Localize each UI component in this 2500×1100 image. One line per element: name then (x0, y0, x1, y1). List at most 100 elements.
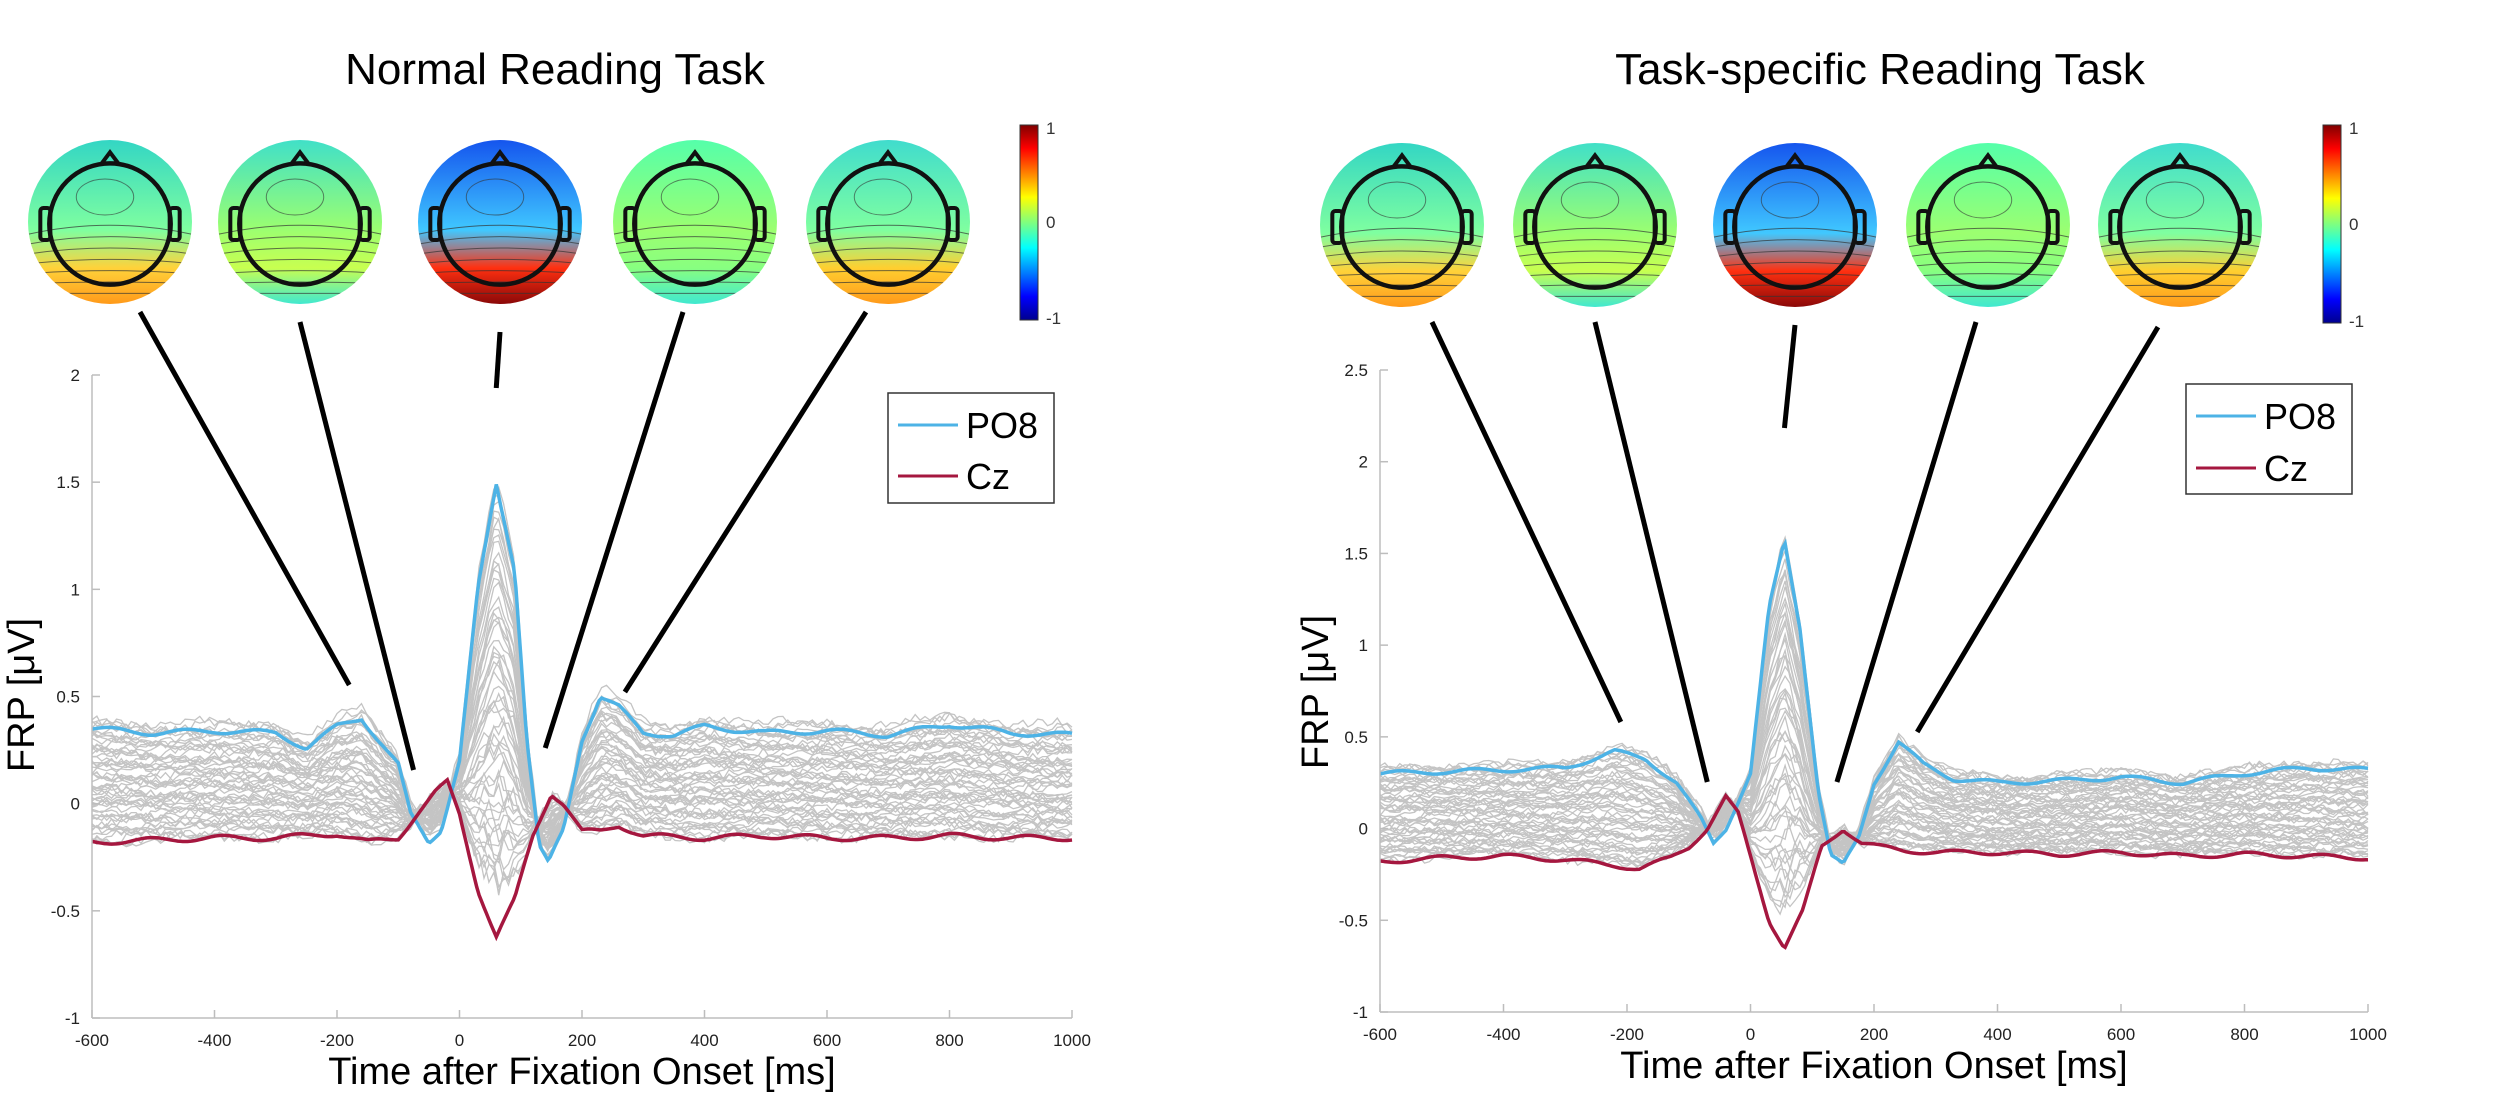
x-tick-label: -600 (75, 1031, 109, 1050)
colorbar-tick-top: 1 (2349, 119, 2358, 138)
left-ear-icon (1916, 209, 1931, 245)
nose-icon (99, 148, 121, 166)
channel-trace (1379, 802, 2369, 851)
channel-trace (1379, 794, 2369, 843)
channel-trace (91, 789, 1073, 826)
x-tick-label: 600 (813, 1031, 841, 1050)
pointer-line (1834, 321, 1979, 783)
topomap-pre-fixation (28, 140, 192, 304)
nose-icon (1584, 151, 1606, 169)
x-tick-label: 1000 (2349, 1025, 2387, 1044)
axes: -600 -400 -200 0 200 400 600 800 1000 -1 -0.5 0 0.5… (51, 366, 1091, 1050)
y-tick-label: 0.5 (56, 688, 80, 707)
pointer-line (1429, 320, 1624, 724)
y-tick-label: 1.5 (56, 473, 80, 492)
channel-trace (91, 788, 1073, 843)
nose-icon (1977, 151, 1999, 169)
left-ear-icon (38, 206, 53, 242)
right-ear-icon (2045, 209, 2060, 245)
channel-trace (1379, 797, 2369, 868)
channel-trace (1379, 631, 2369, 850)
y-tick-label: 2 (1359, 453, 1368, 472)
panel-task-specific-reading: Task-specific Reading Task 1 0 -1 -600 -4… (1295, 45, 2387, 1087)
pointer-line (622, 310, 869, 694)
right-ear-icon (1459, 209, 1474, 245)
x-axis-label: Time after Fixation Onset [ms] (1620, 1045, 2128, 1087)
channel-trace (91, 784, 1073, 846)
legend: PO8 Cz (887, 392, 1055, 504)
y-tick-label: 1 (71, 580, 80, 599)
highlighted-series (1379, 538, 2369, 950)
nose-icon (684, 148, 706, 166)
topomap-late (2098, 143, 2262, 307)
y-tick-label: 1.5 (1344, 544, 1368, 563)
topomap-row (28, 140, 970, 304)
channel-trace (91, 786, 1073, 858)
y-tick-label: 0 (71, 795, 80, 814)
topomap-pre-onset (218, 140, 382, 304)
pointer-line (1915, 325, 2161, 734)
left-ear-icon (816, 206, 831, 242)
y-tick-label: -0.5 (51, 902, 80, 921)
nose-icon (2169, 151, 2191, 169)
x-tick-label: 800 (2230, 1025, 2258, 1044)
y-tick-label: 1 (1359, 636, 1368, 655)
colorbar: 1 0 -1 (2322, 119, 2364, 331)
right-ear-icon (167, 206, 182, 242)
colorbar-tick-bottom: -1 (2349, 312, 2364, 331)
right-ear-icon (1652, 209, 1667, 245)
x-tick-label: -400 (197, 1031, 231, 1050)
panel-normal-reading: Normal Reading Task 1 0 -1 -600 -400 -200 0… (1, 45, 1091, 1093)
y-tick-label: -1 (1353, 1003, 1368, 1022)
x-tick-label: -400 (1486, 1025, 1520, 1044)
topomap-pointer-lines (137, 310, 869, 771)
series-line-cz (1379, 792, 2369, 950)
y-tick-label: 2 (71, 366, 80, 385)
x-tick-label: 0 (455, 1031, 464, 1050)
channel-trace (91, 569, 1073, 847)
channel-trace (91, 551, 1073, 846)
right-ear-icon (2237, 209, 2252, 245)
y-tick-label: 0 (1359, 820, 1368, 839)
channel-trace (1379, 803, 2369, 847)
topomap-late (806, 140, 970, 304)
x-tick-label: 200 (1860, 1025, 1888, 1044)
nose-icon (1391, 151, 1413, 169)
left-ear-icon (2108, 209, 2123, 245)
legend-box (2185, 383, 2353, 495)
x-tick-label: 1000 (1053, 1031, 1091, 1050)
x-tick-label: 400 (690, 1031, 718, 1050)
chart-title: Task-specific Reading Task (1615, 45, 2146, 94)
pointer-line (1592, 321, 1710, 783)
nose-icon (289, 148, 311, 166)
topomap-peak (1713, 143, 1877, 307)
x-tick-label: -200 (320, 1031, 354, 1050)
left-ear-icon (623, 206, 638, 242)
topomap-pointer-lines (1429, 320, 2161, 783)
highlighted-series (91, 484, 1073, 942)
y-axis-label: FRP [μV] (1295, 615, 1337, 769)
channel-trace (91, 577, 1072, 851)
nose-icon (877, 148, 899, 166)
legend-label-po8: PO8 (2264, 396, 2336, 437)
channel-trace (92, 612, 1073, 846)
channel-trace (1379, 772, 2369, 847)
channel-trace (1379, 802, 2369, 859)
topomap-trough (1906, 143, 2070, 307)
left-ear-icon (1723, 209, 1738, 245)
x-tick-label: 400 (1983, 1025, 2011, 1044)
y-tick-label: 0.5 (1344, 728, 1368, 747)
legend-label-cz: Cz (966, 456, 1010, 497)
channel-trace (91, 486, 1073, 859)
channel-traces (91, 486, 1073, 896)
pointer-line (137, 310, 352, 687)
y-axis-label: FRP [μV] (1, 618, 43, 772)
topomap-pre-onset (1513, 143, 1677, 307)
topomap-trough (613, 140, 777, 304)
left-ear-icon (428, 206, 443, 242)
pointer-line (493, 331, 503, 389)
right-ear-icon (752, 206, 767, 242)
left-ear-icon (228, 206, 243, 242)
series-line-cz (91, 776, 1073, 942)
